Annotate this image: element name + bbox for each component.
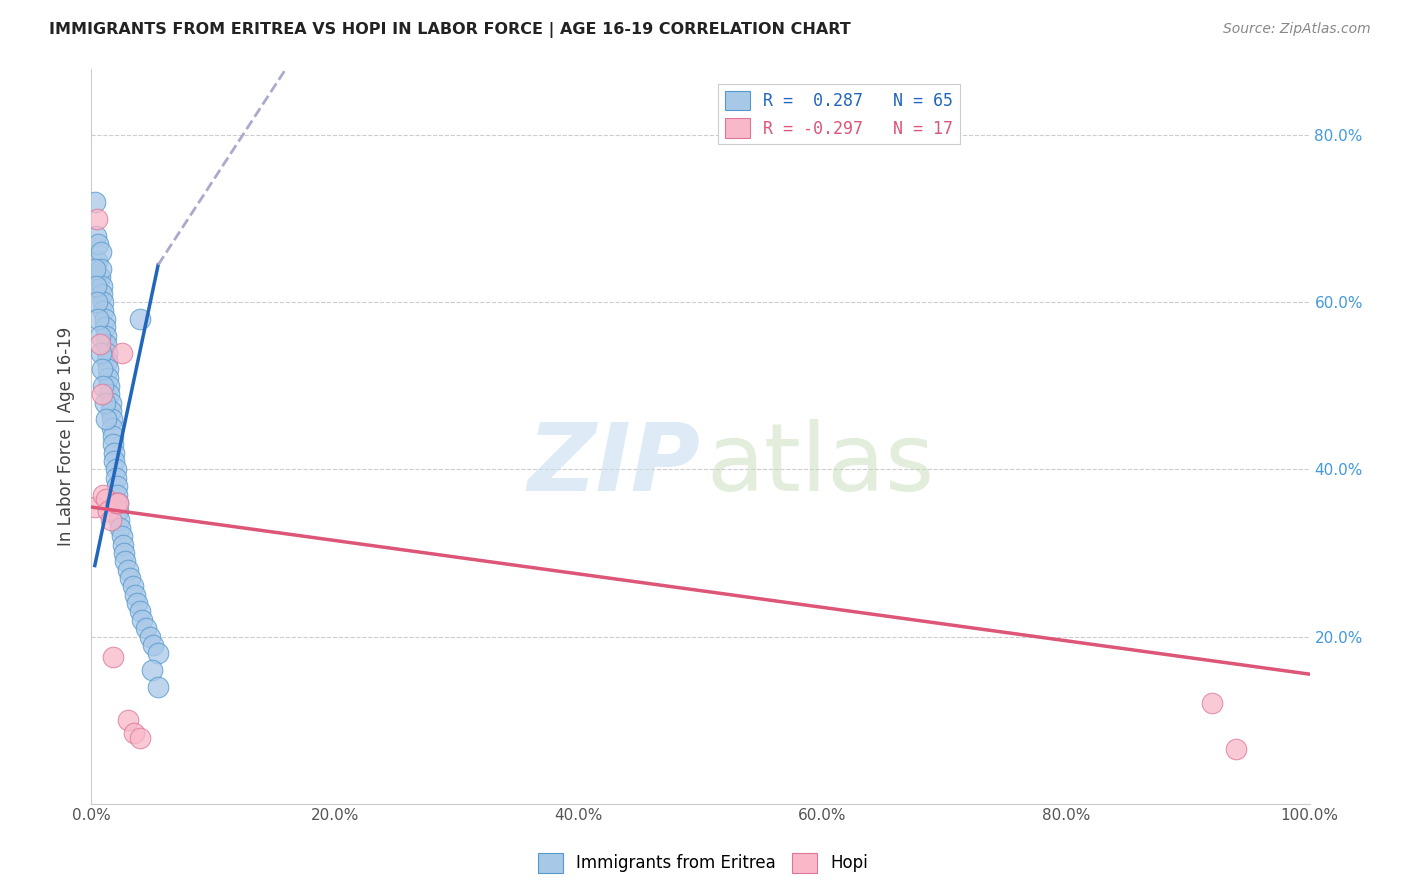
Point <box>107 496 129 510</box>
Point <box>90 245 112 260</box>
Point <box>100 395 122 409</box>
Point <box>91 487 114 501</box>
Point <box>91 295 114 310</box>
Point <box>89 270 111 285</box>
Point <box>83 500 105 514</box>
Point <box>91 303 114 318</box>
Legend: Immigrants from Eritrea, Hopi: Immigrants from Eritrea, Hopi <box>531 847 875 880</box>
Point <box>120 571 142 585</box>
Point <box>93 312 115 326</box>
Text: Source: ZipAtlas.com: Source: ZipAtlas.com <box>1223 22 1371 37</box>
Point <box>101 429 124 443</box>
Point <box>83 195 105 210</box>
Point <box>91 278 114 293</box>
Point <box>101 412 124 426</box>
Point <box>107 504 129 518</box>
Point <box>104 471 127 485</box>
Point <box>101 421 124 435</box>
Point <box>91 362 114 376</box>
Point <box>138 630 160 644</box>
Point <box>84 228 107 243</box>
Point <box>1225 742 1247 756</box>
Point <box>135 621 157 635</box>
Point <box>97 370 120 384</box>
Point <box>84 278 107 293</box>
Point <box>91 379 114 393</box>
Point <box>104 462 127 476</box>
Point <box>110 521 132 535</box>
Point <box>97 362 120 376</box>
Point <box>121 579 143 593</box>
Point <box>112 546 135 560</box>
Point <box>97 504 120 518</box>
Point <box>89 328 111 343</box>
Point <box>127 596 149 610</box>
Point <box>101 650 124 665</box>
Point <box>83 262 105 277</box>
Point <box>128 731 150 746</box>
Point <box>111 538 134 552</box>
Point <box>86 253 108 268</box>
Point <box>103 446 125 460</box>
Point <box>86 211 108 226</box>
Text: ZIP: ZIP <box>527 419 700 511</box>
Point <box>94 328 117 343</box>
Point <box>114 554 136 568</box>
Point <box>94 412 117 426</box>
Legend: R =  0.287   N = 65, R = -0.297   N = 17: R = 0.287 N = 65, R = -0.297 N = 17 <box>718 84 960 145</box>
Text: atlas: atlas <box>706 419 935 511</box>
Point <box>108 513 131 527</box>
Point <box>142 638 165 652</box>
Point <box>128 312 150 326</box>
Point <box>122 725 145 739</box>
Point <box>96 354 118 368</box>
Point <box>98 387 121 401</box>
Point <box>124 588 146 602</box>
Point <box>96 345 118 359</box>
Point <box>100 513 122 527</box>
Point <box>105 487 128 501</box>
Point <box>101 437 124 451</box>
Y-axis label: In Labor Force | Age 16-19: In Labor Force | Age 16-19 <box>58 326 75 546</box>
Point <box>107 496 129 510</box>
Point <box>93 320 115 334</box>
Point <box>1201 697 1223 711</box>
Point <box>104 496 127 510</box>
Point <box>93 395 115 409</box>
Point <box>87 312 110 326</box>
Point <box>146 680 169 694</box>
Point <box>141 663 163 677</box>
Point <box>110 345 132 359</box>
Point <box>90 262 112 277</box>
Point <box>105 479 128 493</box>
Point <box>91 287 114 301</box>
Point <box>100 404 122 418</box>
Point <box>94 491 117 506</box>
Point <box>117 563 139 577</box>
Point <box>117 713 139 727</box>
Text: IMMIGRANTS FROM ERITREA VS HOPI IN LABOR FORCE | AGE 16-19 CORRELATION CHART: IMMIGRANTS FROM ERITREA VS HOPI IN LABOR… <box>49 22 851 38</box>
Point <box>87 236 110 251</box>
Point <box>90 345 112 359</box>
Point <box>94 337 117 351</box>
Point <box>89 337 111 351</box>
Point <box>98 379 121 393</box>
Point <box>103 454 125 468</box>
Point <box>131 613 153 627</box>
Point <box>110 529 132 543</box>
Point <box>128 605 150 619</box>
Point <box>91 387 114 401</box>
Point <box>146 646 169 660</box>
Point <box>86 295 108 310</box>
